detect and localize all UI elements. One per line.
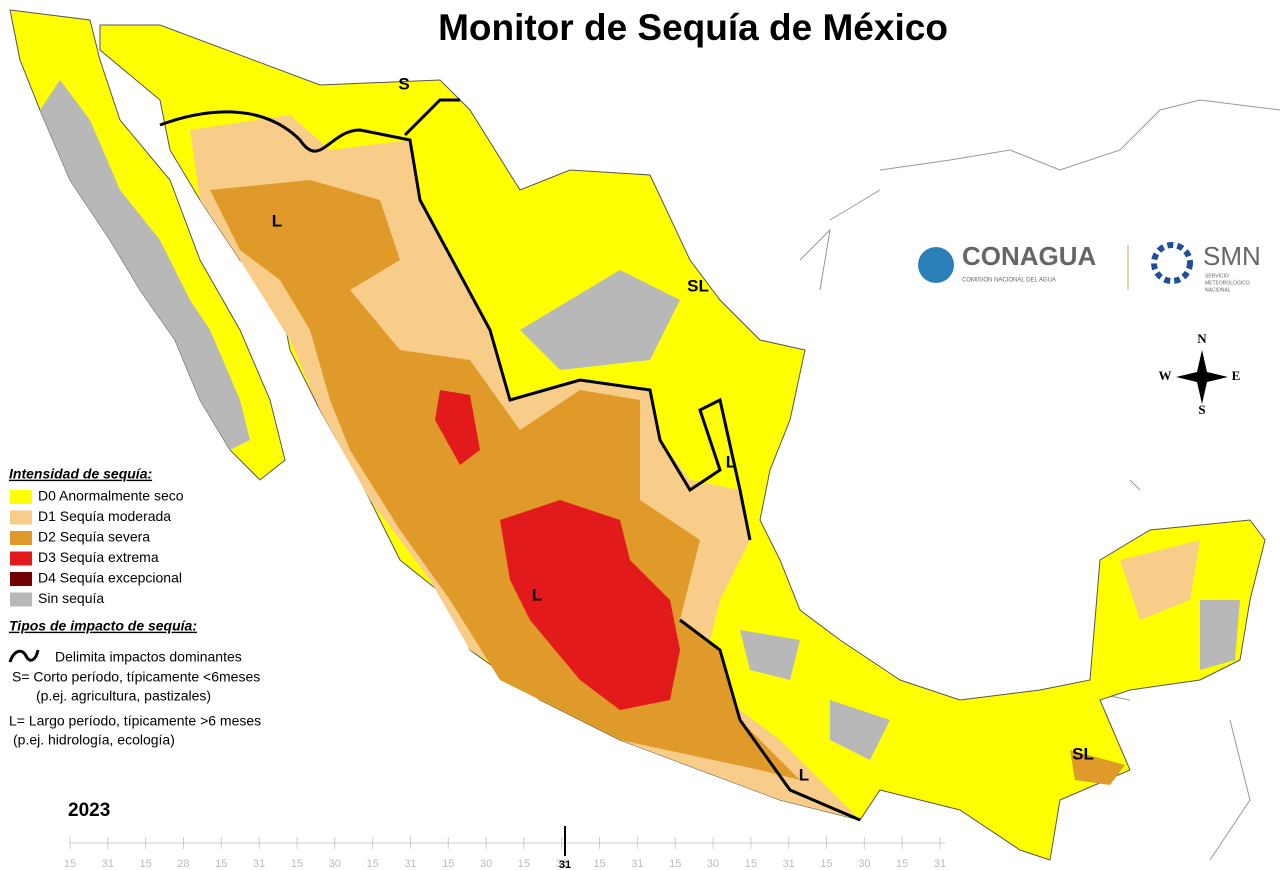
timeline-tick-label: 15 [366,858,378,870]
impact-heading: Tipos de impacto de sequía: [9,618,197,634]
region-d1 [1120,540,1200,620]
timeline-tick-label: 15 [64,858,76,870]
region-none [1200,600,1240,670]
impact-text: L= Largo período, típicamente >6 meses [9,713,261,729]
conagua-icon [918,247,954,283]
legend-swatch [10,572,32,586]
smn-subtitle: METEOROLÓGICO [1205,279,1250,286]
legend-swatch [10,510,32,525]
legend-heading: Intensidad de sequía: [9,466,152,482]
timeline-tick-label: 15 [669,858,681,870]
smn-subtitle: SERVICIO [1205,273,1229,279]
legend-label: D2 Sequía severa [38,529,150,545]
timeline-year: 2023 [68,800,110,821]
timeline-tick-label: 28 [177,858,189,870]
compass-w: W [1159,368,1172,383]
timeline-tick-label: 30 [329,858,341,870]
smn-icon [1151,242,1193,284]
compass-n: N [1197,331,1207,346]
conagua-logo: CONAGUA [962,241,1097,271]
timeline-tick-label: 15 [896,858,908,870]
impact-line-swatch [8,649,40,663]
timeline-tick-label: 31 [556,858,568,870]
compass-rose [1176,350,1228,404]
legend-swatch [10,490,32,504]
impact-label: L [272,211,282,230]
impact-text: Delimita impactos dominantes [55,649,242,665]
timeline-tick-label: 30 [858,858,870,870]
impact-text: (p.ej. hidrología, ecología) [13,732,175,748]
region-none [40,80,250,450]
timeline-tick-label: 31 [934,858,946,870]
timeline: 15 31 15 28 15 31 15 30 15 31 15 30 15 31 15 31 15 30 15 31… [64,837,946,870]
timeline-tick-label: 15 [518,858,530,870]
impact-label: SL [687,276,709,295]
smn-logo: SMN [1203,241,1261,271]
title: Monitor de Sequía de México [438,7,948,48]
impact-label: S [398,74,409,93]
timeline-tick-label: 15 [291,858,303,870]
timeline-tick-label: 31 [631,858,643,870]
timeline-tick-label: 15 [820,858,832,870]
impact-label: L [532,585,542,604]
legend-swatch [10,551,32,566]
coastline [799,99,1280,861]
timeline-tick-label: 15 [140,858,152,870]
timeline-tick-label: 15 [215,858,227,870]
legend-label: D3 Sequía extrema [38,549,159,565]
region-d3 [435,390,480,465]
legend-label: D1 Sequía moderada [38,508,171,524]
region-none [830,700,890,760]
timeline-tick-label: 30 [480,858,492,870]
timeline-tick-label: 15 [745,858,757,870]
impact-text: S= Corto período, típicamente <6meses [12,669,260,685]
compass-e: E [1232,368,1241,383]
timeline-tick-label: 31 [102,858,114,870]
impact-text: (p.ej. agricultura, pastizales) [36,688,211,704]
impact-boundary [159,98,861,822]
timeline-tick-label: 31 [253,858,265,870]
legend-label: D0 Anormalmente seco [38,488,184,504]
timeline-tick-label: 31 [783,858,795,870]
compass-s: S [1198,402,1205,417]
legend-swatch [10,531,32,545]
timeline-tick-label: 15 [442,858,454,870]
region-none [520,270,680,370]
impact-label: SL [1072,744,1094,763]
impact-label: L [726,452,736,471]
conagua-subtitle: COMISIÓN NACIONAL DEL AGUA [962,277,1056,284]
region-d2 [1070,750,1125,785]
impact-label: L [799,765,809,784]
smn-subtitle: NACIONAL [1205,287,1231,293]
timeline-current: 31 [559,859,571,870]
region-none [740,630,800,680]
legend-label: Sin sequía [38,590,104,606]
legend-swatch [10,592,32,607]
timeline-tick-label: 30 [707,858,719,870]
legend: D0 Anormalmente seco D1 Sequía moderada D2… [10,488,184,607]
region-d3 [500,500,680,710]
timeline-tick-label: 15 [593,858,605,870]
legend-label: D4 Sequía excepcional [38,570,182,586]
timeline-tick-label: 31 [404,858,416,870]
